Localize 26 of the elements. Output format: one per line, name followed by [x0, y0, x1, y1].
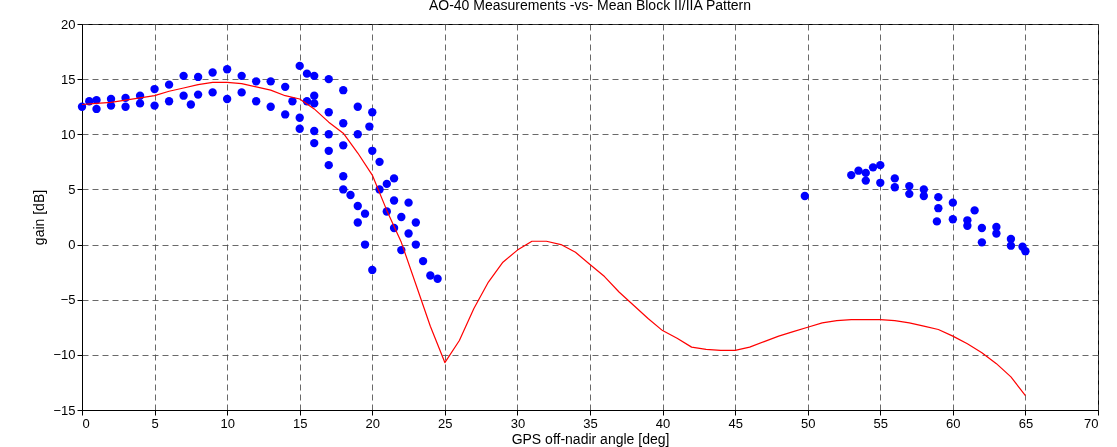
x-tick-label: 20	[365, 415, 381, 431]
x-tick-label: 0	[82, 415, 90, 431]
x-tick-label: 70	[1084, 415, 1099, 431]
x-tick-label: 65	[1018, 415, 1034, 431]
x-tick-label: 45	[728, 415, 743, 431]
x-tick-label: 25	[438, 415, 453, 431]
x-tick-label: 60	[946, 415, 961, 431]
x-tick-label: 15	[292, 415, 308, 431]
y-tick-label: 0	[68, 237, 76, 253]
chart-title: AO-40 Measurements -vs- Mean Block II/IIA Pattern	[428, 0, 752, 13]
x-tick-label: 50	[800, 415, 816, 431]
y-tick-label: −15	[53, 402, 76, 418]
y-tick-label: 5	[68, 181, 76, 197]
x-axis-title: GPS off-nadir angle [deg]	[511, 430, 670, 447]
x-tick-label: 30	[510, 415, 526, 431]
x-tick-label: 40	[655, 415, 671, 431]
y-axis-title: gain [dB]	[31, 189, 48, 246]
x-tick-label: 5	[151, 415, 159, 431]
x-tick-label: 55	[873, 415, 889, 431]
x-tick-label: 35	[583, 415, 598, 431]
y-tick-label: 15	[61, 71, 76, 87]
y-tick-label: −10	[53, 347, 76, 363]
y-tick-label: −5	[60, 292, 76, 308]
y-tick-label: 20	[61, 16, 76, 32]
y-tick-label: 10	[61, 126, 76, 142]
x-tick-label: 10	[220, 415, 235, 431]
